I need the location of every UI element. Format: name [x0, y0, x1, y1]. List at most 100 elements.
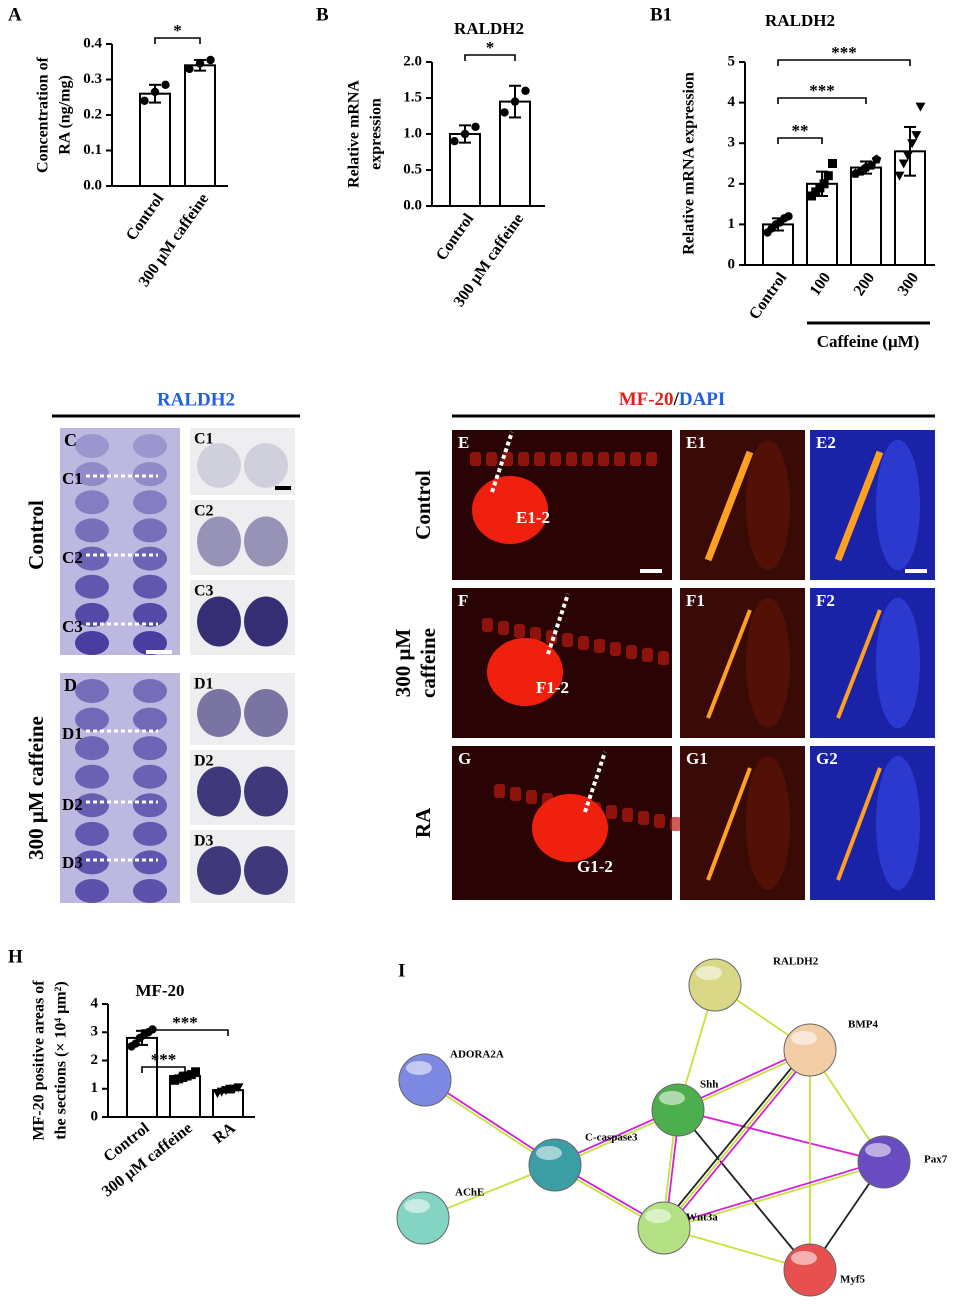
mf20-images: E1-2 E E1 E2 F1-2 F F1 F2 G1-2 G G1 G2: [452, 430, 935, 900]
y-tick-label: 1.5: [403, 89, 422, 105]
neural-tube: [746, 439, 790, 571]
data-point: [911, 131, 922, 141]
chart-title: RALDH2: [454, 19, 524, 38]
header-part: DAPI: [679, 389, 725, 410]
somite: [606, 805, 617, 819]
cut-line: [583, 751, 607, 813]
y-tick-label: 2: [91, 1052, 99, 1068]
data-point: [140, 96, 149, 106]
somite: [658, 651, 669, 665]
data-point: [902, 151, 913, 161]
node-label: Myf5: [840, 1274, 866, 1286]
somite: [133, 490, 167, 515]
node-highlight: [645, 1209, 671, 1223]
x-tick-label: Control: [433, 210, 478, 264]
somite: [133, 462, 167, 487]
significance-label: ***: [151, 1050, 177, 1069]
somite: [518, 452, 529, 466]
edge: [663, 1049, 811, 1229]
bar: [126, 1036, 158, 1119]
somite: [133, 518, 167, 543]
edge: [664, 1162, 885, 1231]
panel-letter: G1: [686, 749, 708, 768]
edge: [663, 1159, 884, 1228]
scale-bar: [146, 650, 172, 654]
somite: [514, 624, 525, 638]
somite: [133, 546, 167, 571]
somite: [494, 784, 505, 798]
panel-letter: G: [458, 749, 471, 768]
panel-letter: C3: [194, 583, 214, 600]
charts: A Concentration of RA (ng/mg) 0.0 0.1 0.2 0.3 0…: [8, 4, 935, 1200]
panel-letter: D2: [194, 753, 214, 770]
heart: [472, 476, 548, 544]
data-point: [521, 86, 530, 96]
somite: [75, 879, 109, 903]
somite: [598, 452, 609, 466]
section-stain: [197, 443, 241, 488]
node-highlight: [404, 1199, 430, 1213]
somite: [133, 679, 167, 703]
row-label: Control: [24, 500, 48, 570]
somite: [622, 808, 633, 822]
y-axis-label: Relative mRNA: [346, 80, 363, 188]
data-point: [185, 64, 194, 74]
heart: [532, 794, 608, 862]
edge: [677, 1109, 811, 1271]
section-stain: [244, 516, 288, 567]
cut-label: D1: [62, 724, 83, 743]
node-highlight: [659, 1091, 685, 1105]
somite: [646, 452, 657, 466]
bar: [139, 92, 171, 187]
neural-tube: [876, 756, 920, 890]
panel-letter: B: [316, 4, 329, 25]
chart-title: RALDH2: [765, 11, 835, 30]
section-image: [190, 428, 295, 495]
node-highlight: [865, 1143, 891, 1157]
somite: [670, 817, 681, 831]
bar: [449, 133, 481, 207]
cut-label: F1-2: [536, 678, 569, 697]
somite: [75, 602, 109, 627]
somite: [75, 631, 109, 655]
scale-bar: [275, 486, 291, 490]
somite: [75, 546, 109, 571]
data-point: [206, 55, 215, 65]
somite: [133, 764, 167, 789]
y-tick-label: 0.0: [403, 197, 422, 213]
panel-letter: D: [64, 675, 77, 695]
node-highlight: [696, 966, 722, 980]
somite: [578, 636, 589, 650]
y-tick-label: 0.2: [83, 106, 102, 122]
y-tick-label: 2.0: [403, 53, 422, 69]
node-highlight: [406, 1061, 432, 1075]
somite: [75, 574, 109, 599]
edge: [660, 1047, 809, 1227]
node-label: Wnt3a: [686, 1212, 718, 1224]
chart-title: MF-20: [135, 981, 184, 1000]
somite: [133, 631, 167, 655]
cut-label: D2: [62, 795, 83, 814]
network: I RALDH2 BMP4 ADORA2A Shh C-caspase3 Pax7 AChE W…: [396, 956, 948, 1297]
scale-bar: [640, 569, 662, 573]
panel-letter: A: [8, 4, 22, 25]
muscle-streak: [836, 767, 882, 881]
section-image: [190, 500, 295, 575]
header-part: /: [673, 389, 680, 410]
section-stain: [244, 766, 288, 817]
y-tick-label: 0.3: [83, 71, 102, 87]
significance-label: **: [792, 121, 809, 140]
y-axis-label: expression: [368, 98, 385, 170]
panel-letter: G2: [816, 749, 838, 768]
panel-letter: C: [64, 430, 77, 450]
muscle-streak: [706, 767, 752, 881]
panel-letter: E2: [816, 433, 836, 452]
data-point: [828, 159, 837, 168]
somite: [133, 602, 167, 627]
data-point: [784, 212, 793, 221]
somite: [75, 490, 109, 515]
section-stain: [197, 766, 241, 817]
section-stain: [197, 689, 241, 737]
data-point: [233, 1083, 244, 1093]
node-highlight: [536, 1146, 562, 1160]
